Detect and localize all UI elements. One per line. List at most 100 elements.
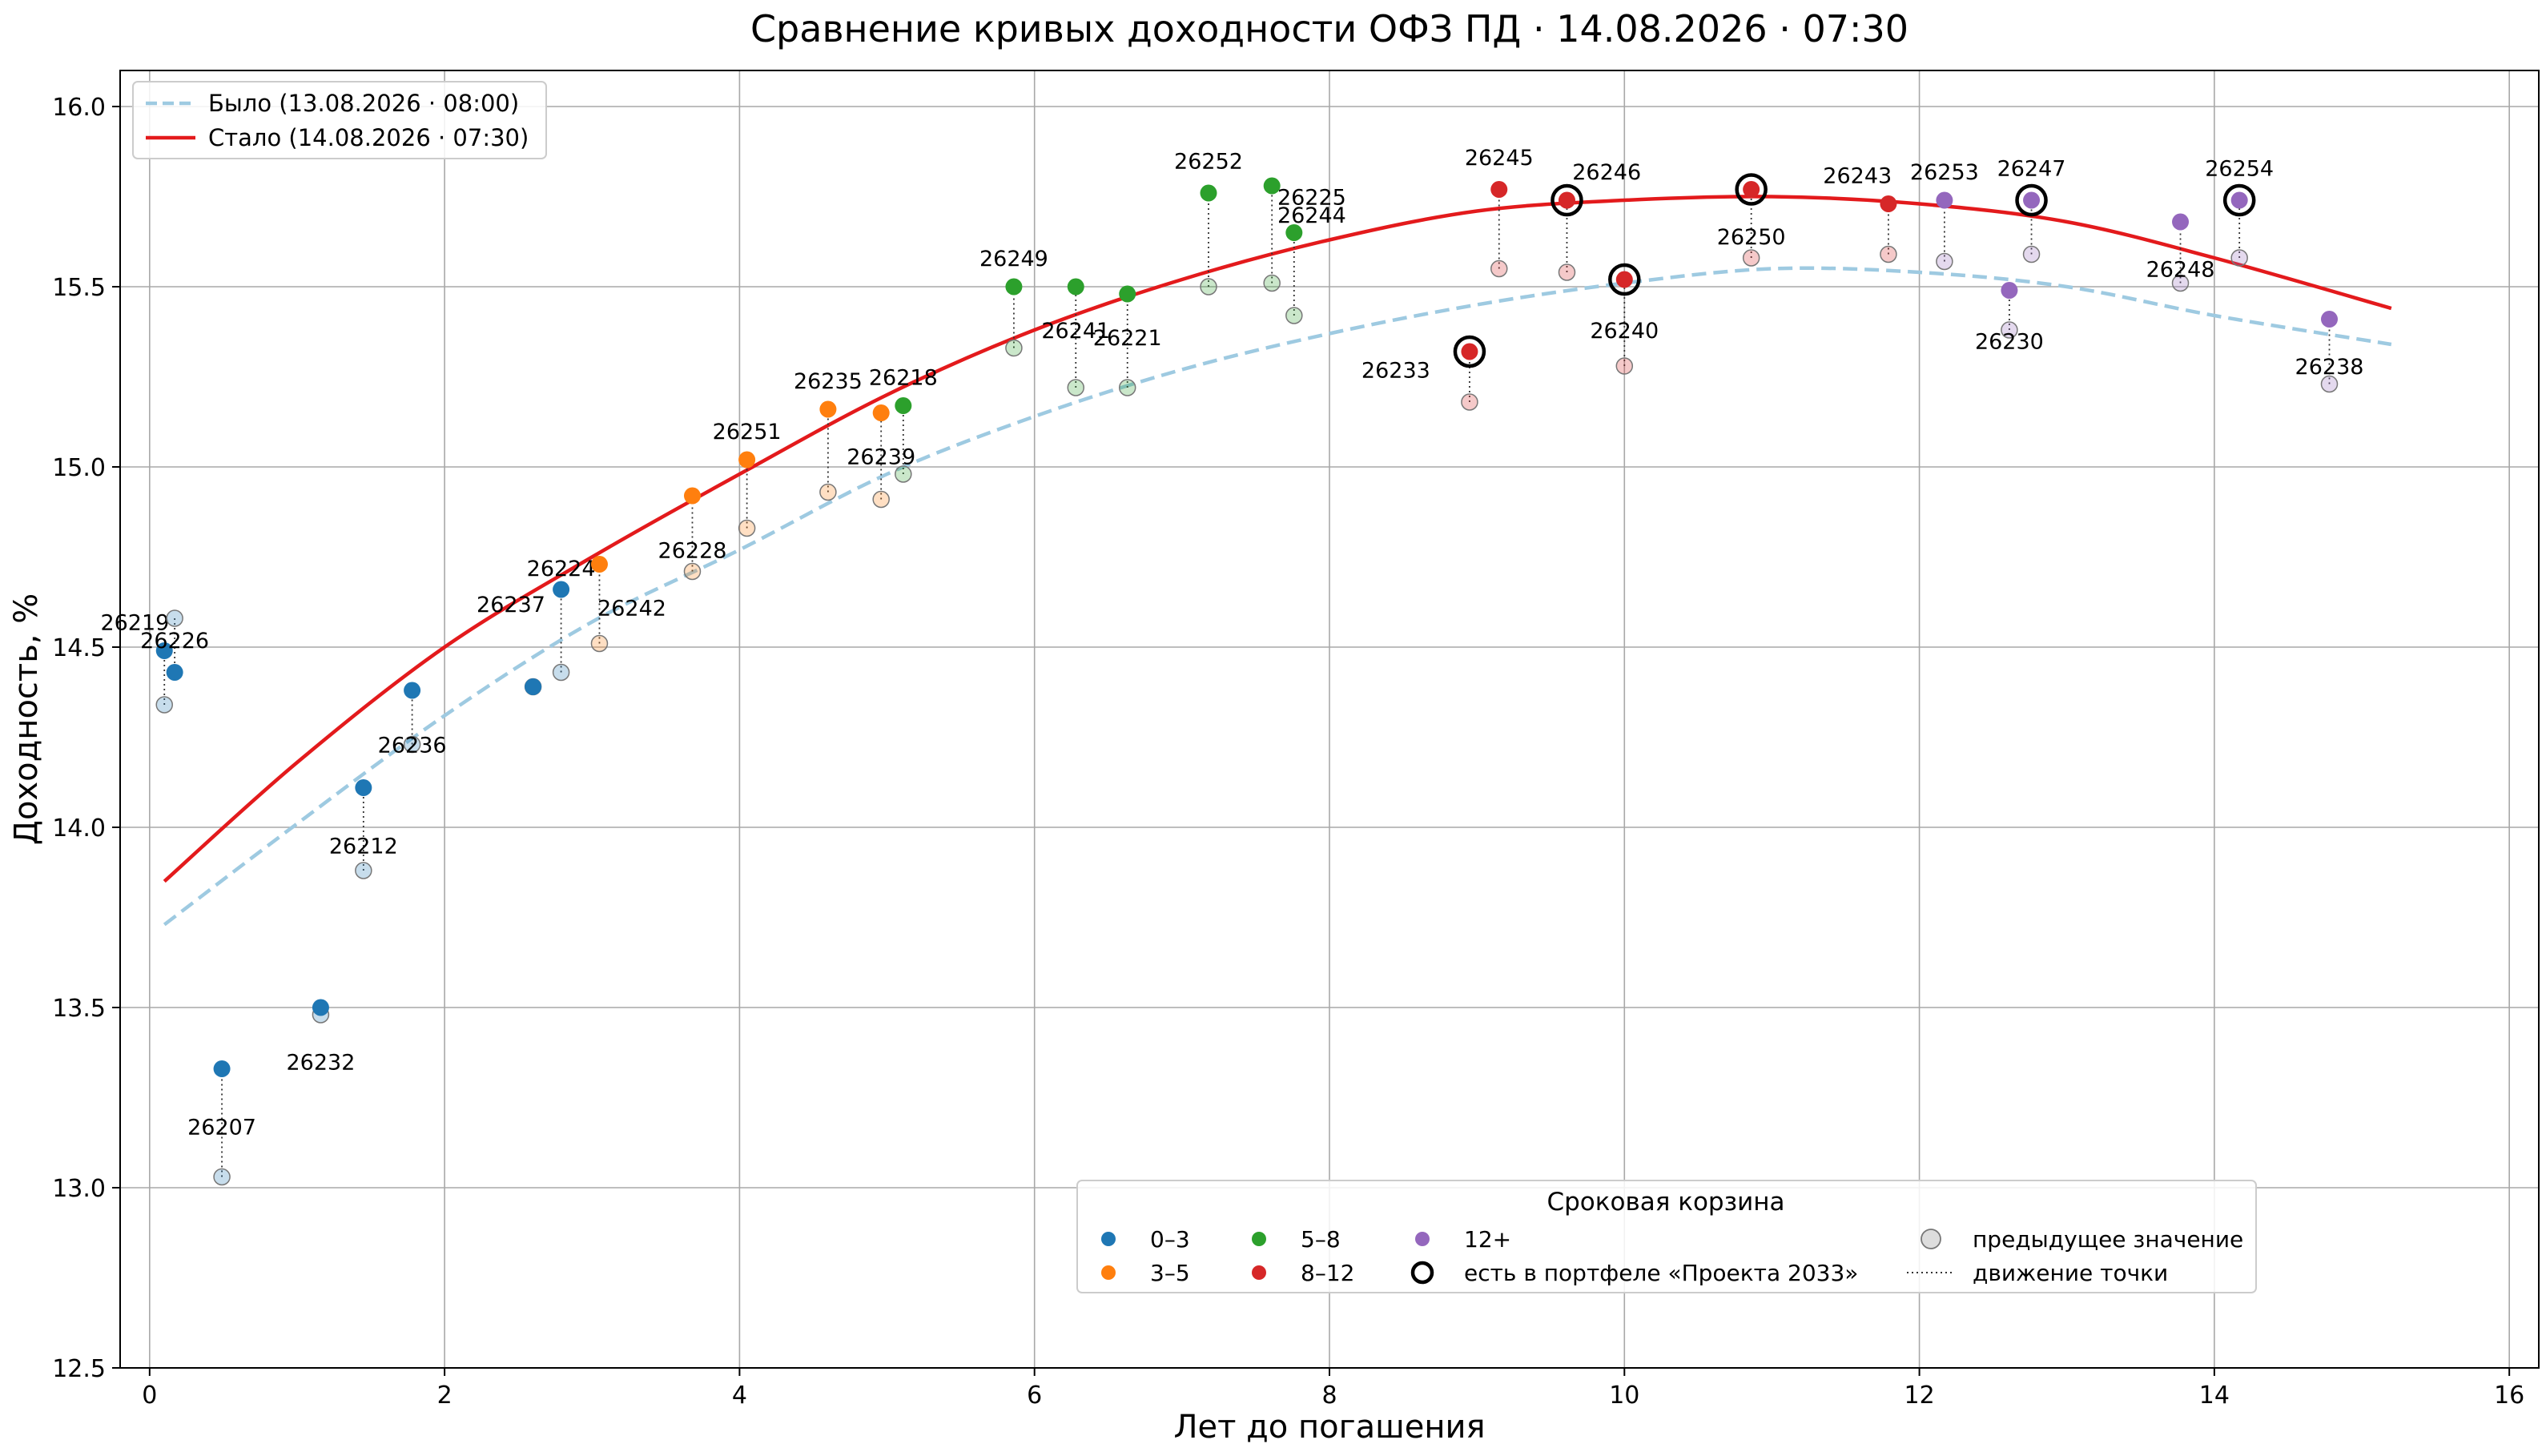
bond-label: 26253 (1910, 160, 1979, 185)
previous-point (2001, 321, 2018, 339)
bond-26241: 26241 (1041, 278, 1110, 396)
previous-point (166, 609, 183, 627)
bond-26225: 26225 (1263, 177, 1346, 292)
bond-26252: 26252 (1174, 150, 1243, 296)
legend-marker (1921, 1229, 1941, 1249)
bond-label: 26242 (597, 597, 666, 621)
previous-point (1490, 259, 1508, 278)
portfolio-ring (1551, 183, 1583, 217)
bond-26228: 26228 (658, 487, 726, 581)
x-tick-label: 14 (2199, 1382, 2230, 1410)
previous-point (1615, 357, 1634, 375)
bond-label: 26245 (1465, 146, 1534, 171)
portfolio-ring (1735, 173, 1768, 206)
bond-label: 26248 (2146, 258, 2215, 283)
bond-26239: 26239 (847, 404, 915, 509)
current-point (895, 397, 912, 414)
current-point (525, 678, 542, 695)
y-tick-label: 15.5 (52, 274, 106, 302)
current-point (1119, 285, 1136, 303)
x-axis-label: Лет до погашения (1173, 1409, 1485, 1446)
previous-point (355, 862, 372, 879)
legend-frame (132, 81, 547, 159)
previous-point (1936, 252, 1953, 271)
portfolio-ring (2222, 183, 2256, 217)
bond-26254: 26254 (2205, 157, 2274, 267)
current-point (2172, 213, 2190, 231)
legend-marker (1101, 1232, 1116, 1246)
x-tick-label: 4 (732, 1382, 747, 1410)
chart-title: Сравнение кривых доходности ОФЗ ПД · 14.… (750, 7, 1908, 50)
current-point (553, 581, 570, 598)
bond-26250: 26250 (1717, 173, 1786, 267)
legend-curves: Было (13.08.2026 · 08:00) Стало (14.08.20… (132, 81, 547, 159)
current-point (683, 487, 701, 505)
current-point (819, 400, 837, 418)
legend-frame (1076, 1180, 2257, 1293)
legend-entry: 5–8 (1301, 1226, 1341, 1253)
bond-label: 26246 (1572, 160, 1641, 185)
current-point (872, 404, 890, 421)
bond-26245: 26245 (1465, 146, 1534, 278)
bond-label: 26252 (1174, 150, 1243, 175)
current-point (312, 999, 329, 1016)
bond-label: 26247 (1997, 157, 2066, 182)
bond-26251: 26251 (713, 420, 782, 537)
current-point (1615, 271, 1633, 288)
bond-26230: 26230 (1975, 282, 2044, 355)
y-tick-label: 13.5 (52, 995, 106, 1023)
previous-point (819, 483, 837, 501)
current-point (155, 642, 173, 659)
previous-point (683, 562, 702, 581)
x-tick-label: 0 (142, 1382, 157, 1410)
current-point (2023, 191, 2041, 209)
previous-point (2022, 245, 2041, 263)
bond-26242: 26242 (590, 556, 666, 653)
current-point (1461, 343, 1478, 360)
current-point (738, 451, 756, 469)
current-point (1880, 195, 1897, 212)
portfolio-ring (2015, 183, 2048, 217)
bond-26233: 26233 (1361, 335, 1486, 411)
current-point (1490, 181, 1508, 198)
previous-point (1880, 245, 1897, 263)
current-point (1067, 278, 1084, 296)
current-point (404, 682, 421, 699)
current-point (1285, 224, 1303, 241)
current-point (2230, 191, 2248, 209)
bond-label: 26240 (1590, 319, 1659, 344)
bond-label: 26254 (2205, 157, 2274, 182)
previous-point (1742, 249, 1760, 267)
current-point (355, 779, 372, 796)
legend-title: Сроковая корзина (1547, 1188, 1784, 1217)
bond-26226: 26226 (140, 609, 209, 681)
legend-entry: 3–5 (1150, 1260, 1190, 1286)
bond-26212: 26212 (329, 779, 398, 879)
current-point (1936, 191, 1953, 209)
previous-point (552, 663, 570, 682)
previous-point (1461, 393, 1478, 411)
bond-26246: 26246 (1551, 160, 1641, 281)
previous-point (872, 490, 890, 509)
bond-26236: 26236 (378, 682, 447, 758)
curves (163, 195, 2392, 927)
bond-label: 26221 (1093, 326, 1162, 351)
legend-entry: 0–3 (1150, 1226, 1190, 1253)
bond-26235: 26235 (794, 369, 863, 501)
bond-26238: 26238 (2295, 311, 2363, 393)
y-tick-label: 14.0 (52, 814, 106, 843)
legend-entry: предыдущее значение (1973, 1226, 2243, 1253)
bond-label: 26236 (378, 734, 447, 758)
bond-label: 26249 (979, 247, 1048, 271)
legend-marker (1410, 1261, 1434, 1285)
x-tick-label: 6 (1027, 1382, 1042, 1410)
curve-before (163, 266, 2392, 927)
bond-26218: 26218 (869, 366, 938, 483)
current-point (2321, 311, 2339, 328)
previous-point (155, 696, 173, 714)
bond-label: 26244 (1277, 203, 1346, 228)
legend-marker (1252, 1265, 1266, 1280)
bond-label: 26232 (286, 1051, 355, 1076)
previous-point (1200, 278, 1217, 296)
current-point (590, 556, 608, 573)
